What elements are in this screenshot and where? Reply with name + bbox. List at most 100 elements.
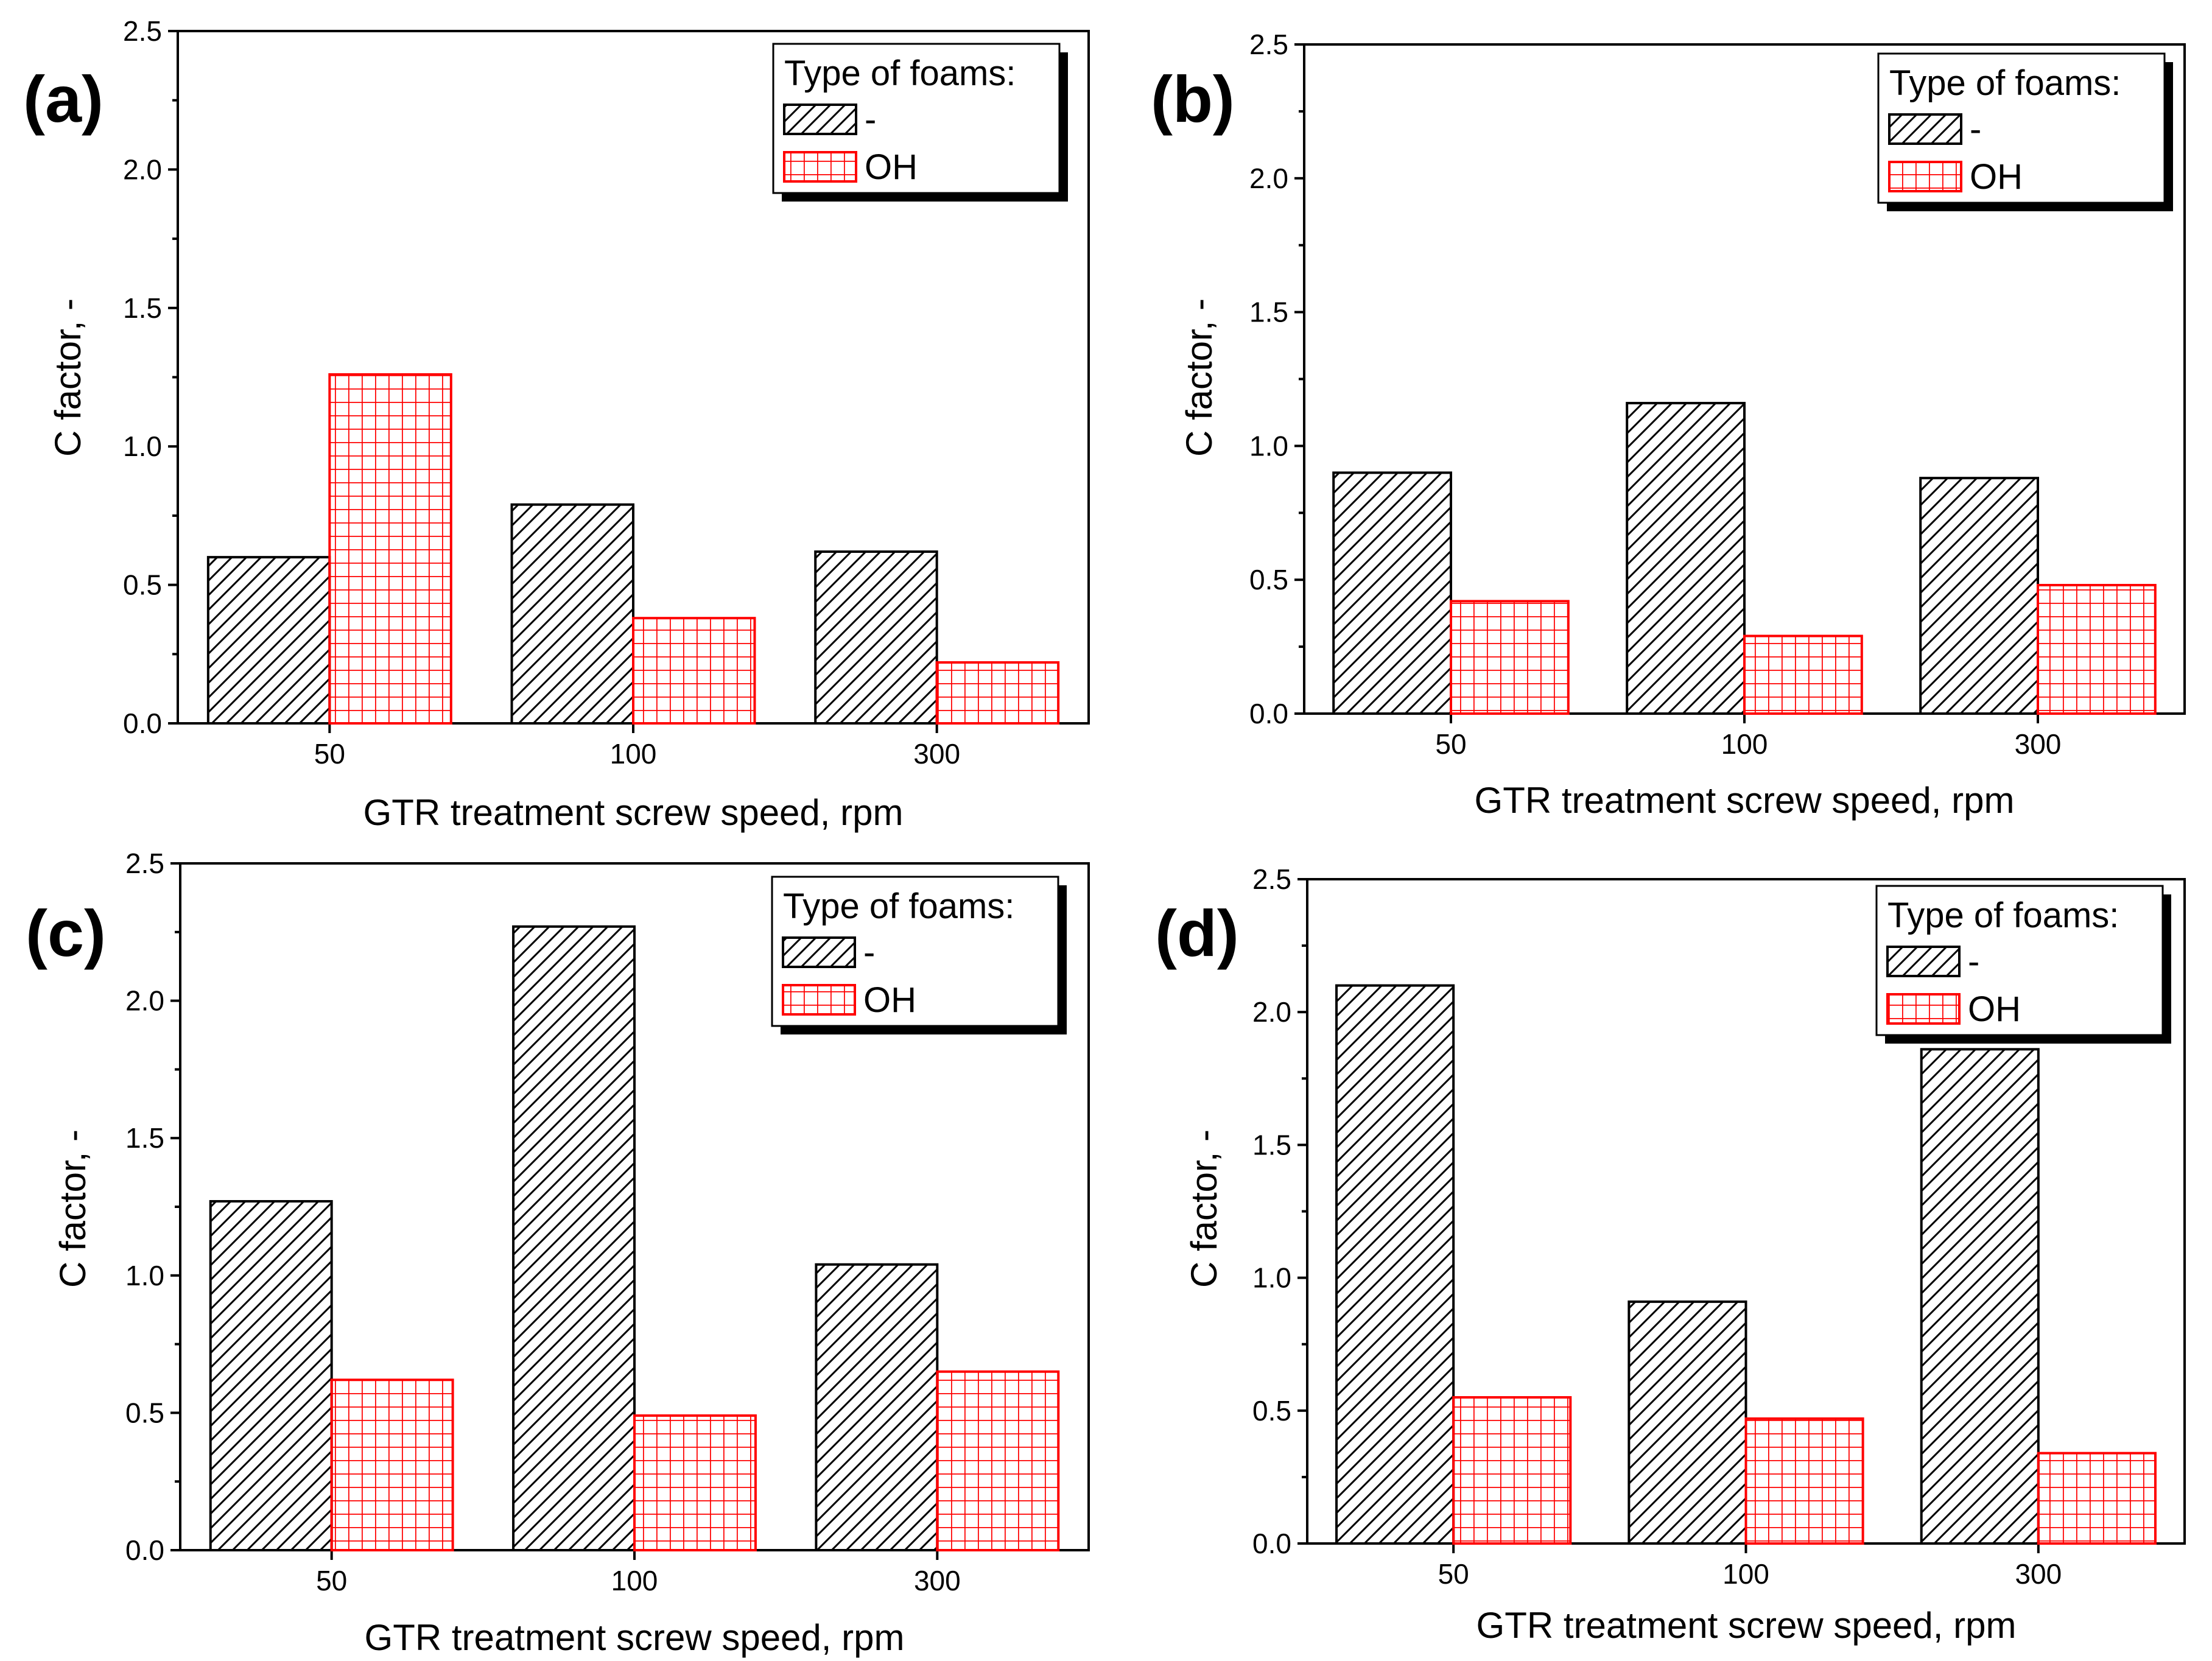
x-tick-label: 300 xyxy=(913,738,960,770)
bar-oh-100 xyxy=(1743,634,1863,715)
x-tick-label: 100 xyxy=(611,1565,658,1596)
x-tick-label: 300 xyxy=(914,1565,961,1596)
y-tick-label: 2.0 xyxy=(123,153,162,185)
x-tick-label: 50 xyxy=(314,738,345,770)
y-tick-label: 1.5 xyxy=(123,292,162,324)
bar-dash-300 xyxy=(815,1263,939,1551)
bar-dash-100 xyxy=(510,503,634,725)
y-axis-title: C factor, - xyxy=(1179,298,1220,457)
bar-dash-300 xyxy=(1920,1048,2040,1545)
legend-entry-oh: OH xyxy=(865,147,918,187)
x-axis-title: GTR treatment screw speed, rpm xyxy=(1475,780,2015,821)
legend-title: Type of foams: xyxy=(784,54,1016,93)
x-tick-label: 300 xyxy=(2015,1558,2062,1590)
y-axis-title: C factor, - xyxy=(52,1129,93,1288)
x-tick-label: 300 xyxy=(2015,728,2062,760)
panel-label: (b) xyxy=(1151,62,1235,136)
legend: Type of foams: - OH xyxy=(1877,52,2173,211)
y-tick-label: 1.5 xyxy=(125,1122,164,1154)
x-tick-label: 100 xyxy=(1722,1558,1769,1590)
legend-swatch-oh xyxy=(783,151,857,183)
y-tick-label: 2.5 xyxy=(1249,29,1288,60)
y-tick-label: 0.0 xyxy=(1252,1528,1291,1559)
legend-swatch-oh xyxy=(782,984,856,1016)
legend-entry-dash: - xyxy=(865,100,876,139)
bar-dash-100 xyxy=(512,925,636,1551)
bar-dash-300 xyxy=(814,550,938,725)
y-axis-title: C factor, - xyxy=(1184,1129,1224,1288)
y-tick-label: 0.5 xyxy=(1252,1395,1291,1427)
legend: Type of foams: - OH xyxy=(772,43,1068,202)
bar-oh-300 xyxy=(2037,1452,2157,1545)
y-axis-title: C factor, - xyxy=(47,298,88,457)
bar-dash-300 xyxy=(1919,477,2039,715)
y-tick-label: 2.5 xyxy=(123,15,162,47)
x-tick-label: 50 xyxy=(1435,728,1466,760)
x-tick-label: 50 xyxy=(1438,1558,1469,1590)
y-tick-label: 2.0 xyxy=(125,985,164,1017)
x-tick-label: 100 xyxy=(610,738,657,770)
y-tick-label: 1.0 xyxy=(123,430,162,462)
legend-swatch-oh xyxy=(1888,161,1962,192)
bar-oh-300 xyxy=(936,1370,1060,1551)
bar-dash-50 xyxy=(1332,471,1452,715)
bar-oh-300 xyxy=(935,661,1060,725)
legend-entry-dash: - xyxy=(863,933,875,972)
legend-swatch-dash xyxy=(1888,113,1962,145)
legend: Type of foams: - OH xyxy=(1875,885,2171,1044)
legend: Type of foams: - OH xyxy=(771,876,1067,1034)
y-tick-label: 2.0 xyxy=(1252,996,1291,1028)
y-tick-label: 2.5 xyxy=(1252,863,1291,895)
x-axis-title: GTR treatment screw speed, rpm xyxy=(363,792,904,833)
y-tick-label: 1.0 xyxy=(125,1260,164,1291)
legend-swatch-dash xyxy=(1886,946,1961,977)
y-tick-label: 1.0 xyxy=(1249,430,1288,462)
chart-panel-1: 0.0 0.5 1.0 1.5 2.0 2.5 50 100 300 (a) C factor, -… xyxy=(23,15,1090,833)
legend-swatch-dash xyxy=(783,104,857,135)
panel-label: (a) xyxy=(23,62,104,136)
y-tick-label: 1.0 xyxy=(1252,1262,1291,1294)
legend-entry-oh: OH xyxy=(1968,989,2021,1029)
y-tick-label: 2.5 xyxy=(125,848,164,879)
y-tick-label: 0.0 xyxy=(1249,698,1288,729)
bar-oh-50 xyxy=(1450,600,1570,715)
legend-entry-dash: - xyxy=(1968,942,1979,982)
y-tick-label: 0.0 xyxy=(123,708,162,739)
chart-panel-4: 0.0 0.5 1.0 1.5 2.0 2.5 50 100 300 (d) C factor, -… xyxy=(1155,863,2186,1646)
bar-dash-50 xyxy=(206,556,331,725)
bar-oh-100 xyxy=(633,1414,757,1552)
legend-entry-oh: OH xyxy=(863,980,916,1020)
y-tick-label: 0.5 xyxy=(123,569,162,601)
x-axis-title: GTR treatment screw speed, rpm xyxy=(1476,1605,2017,1646)
bar-oh-100 xyxy=(1744,1417,1864,1545)
bar-dash-50 xyxy=(209,1199,333,1551)
y-tick-label: 0.0 xyxy=(125,1534,164,1566)
legend-entry-dash: - xyxy=(1970,110,1981,149)
y-tick-label: 1.5 xyxy=(1249,297,1288,328)
y-tick-label: 1.5 xyxy=(1252,1129,1291,1161)
bar-oh-50 xyxy=(330,1378,454,1552)
bar-oh-300 xyxy=(2037,583,2157,715)
x-axis-title: GTR treatment screw speed, rpm xyxy=(365,1617,905,1658)
panel-label: (c) xyxy=(26,896,106,970)
bar-dash-100 xyxy=(1626,402,1746,715)
chart-panel-2: 0.0 0.5 1.0 1.5 2.0 2.5 50 100 300 (b) C factor, -… xyxy=(1151,29,2186,821)
legend-title: Type of foams: xyxy=(1889,63,2121,103)
y-tick-label: 0.5 xyxy=(1249,564,1288,595)
bar-oh-50 xyxy=(328,373,452,725)
bar-dash-50 xyxy=(1335,984,1455,1545)
legend-swatch-dash xyxy=(782,936,856,968)
bar-oh-50 xyxy=(1452,1396,1572,1545)
y-tick-label: 2.0 xyxy=(1249,163,1288,194)
bar-dash-100 xyxy=(1627,1300,1747,1545)
panel-label: (d) xyxy=(1155,896,1239,970)
chart-panel-3: 0.0 0.5 1.0 1.5 2.0 2.5 50 100 300 (c) C factor, -… xyxy=(26,848,1090,1658)
x-tick-label: 50 xyxy=(316,1565,347,1596)
legend-entry-oh: OH xyxy=(1970,157,2023,197)
bar-oh-100 xyxy=(632,617,756,725)
legend-swatch-oh xyxy=(1886,993,1961,1025)
x-tick-label: 100 xyxy=(1721,728,1768,760)
y-tick-label: 0.5 xyxy=(125,1397,164,1428)
legend-title: Type of foams: xyxy=(1887,896,2119,935)
